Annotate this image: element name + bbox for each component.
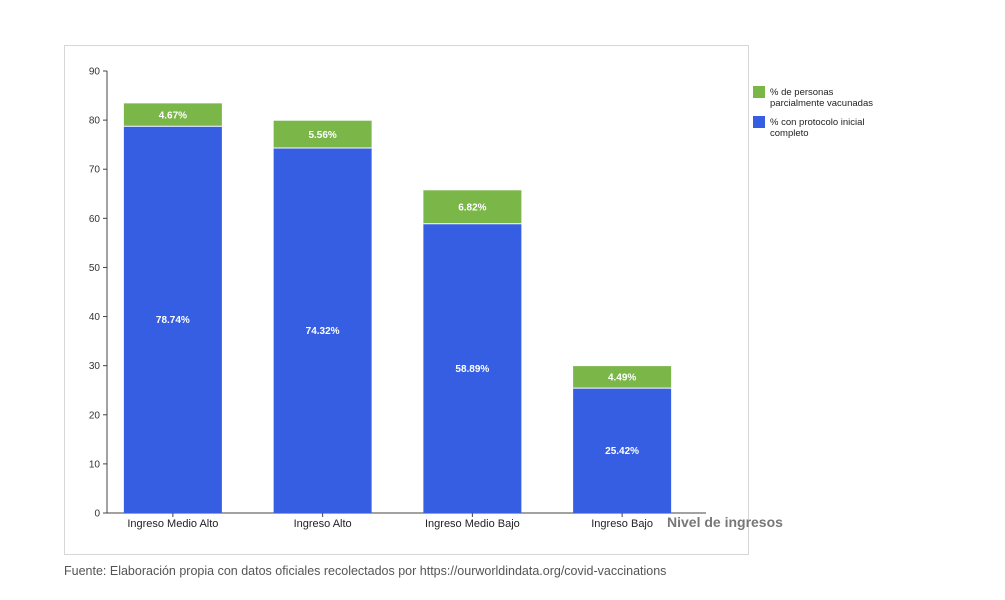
bar-complete-protocol [123, 126, 222, 514]
y-tick-label: 30 [89, 361, 101, 372]
y-tick-label: 60 [89, 214, 101, 225]
legend-swatch [753, 86, 765, 98]
bar-partially-vaccinated [123, 103, 222, 127]
y-tick-label: 50 [89, 263, 101, 274]
bar-complete-protocol [423, 223, 522, 513]
bar-complete-protocol [273, 148, 372, 513]
y-tick-label: 90 [89, 67, 101, 78]
x-tick-label: Ingreso Bajo [591, 518, 653, 530]
data-label: 25.42% [605, 446, 639, 457]
data-label: 6.82% [458, 203, 486, 214]
y-tick-label: 70 [89, 165, 101, 176]
y-tick-label: 80 [89, 116, 101, 127]
x-tick-label: Ingreso Medio Alto [127, 518, 218, 530]
data-label: 74.32% [306, 326, 340, 337]
legend-label: % de personas [770, 87, 834, 98]
legend-label: completo [770, 128, 809, 139]
source-note: Fuente: Elaboración propia con datos ofi… [64, 564, 667, 578]
legend-label: parcialmente vacunadas [770, 98, 873, 109]
data-label: 4.49% [608, 373, 636, 384]
chart-frame [64, 45, 749, 555]
bar-partially-vaccinated [423, 190, 522, 224]
y-tick-label: 20 [89, 410, 101, 421]
data-label: 4.67% [159, 110, 187, 121]
x-axis-title: Nivel de ingresos [667, 514, 783, 530]
bar-complete-protocol [573, 388, 672, 513]
bar-partially-vaccinated [273, 120, 372, 149]
y-tick-label: 10 [89, 459, 101, 470]
x-tick-label: Ingreso Alto [294, 518, 352, 530]
y-tick-label: 40 [89, 312, 101, 323]
data-label: 5.56% [308, 130, 336, 141]
data-label: 78.74% [156, 315, 190, 326]
data-label: 58.89% [455, 364, 489, 375]
legend-label: % con protocolo inicial [770, 117, 865, 128]
x-tick-label: Ingreso Medio Bajo [425, 518, 520, 530]
y-tick-label: 0 [94, 509, 100, 520]
bar-partially-vaccinated [573, 366, 672, 389]
legend-swatch [753, 116, 765, 128]
